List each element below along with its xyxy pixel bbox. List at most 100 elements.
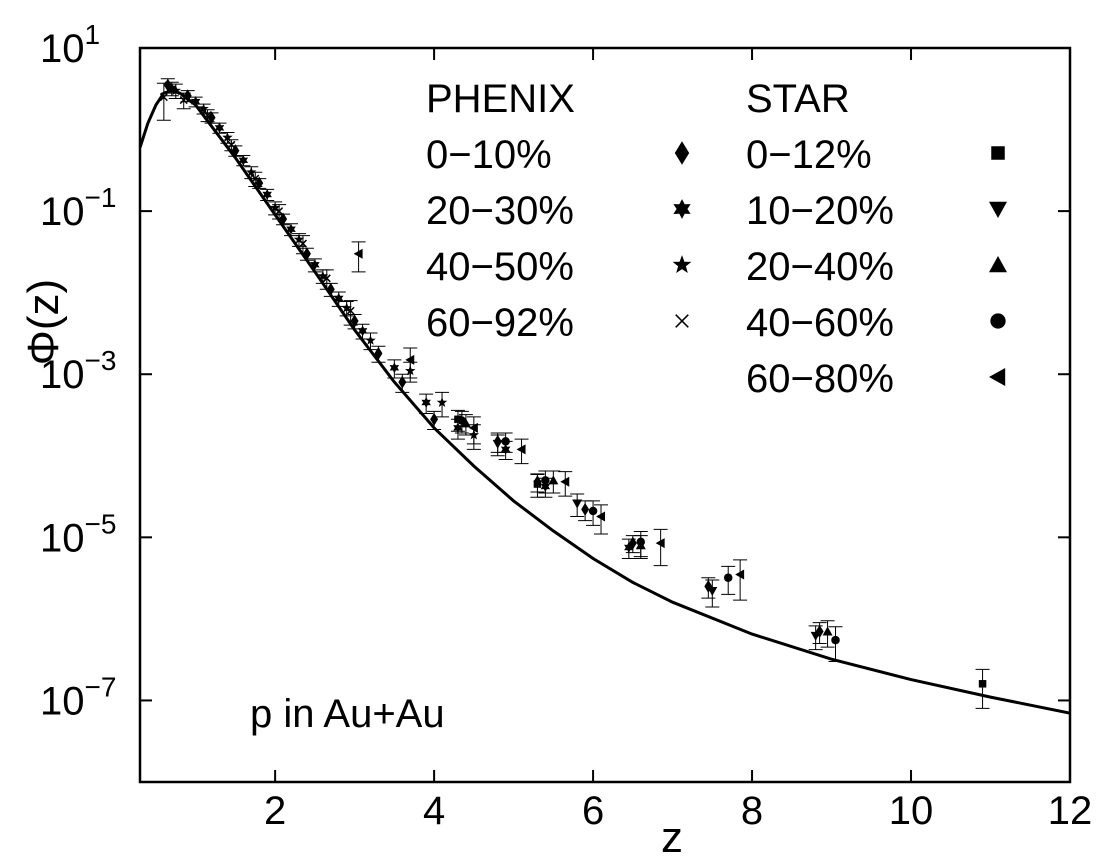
data-point: [398, 375, 407, 389]
legend: PHENIX STAR 0−10% 20−30% 40−50% 60−92% 0−12%…: [426, 77, 1007, 401]
plot-frame: [138, 46, 1072, 784]
data-point: [822, 626, 833, 636]
data-point: [365, 334, 376, 345]
data-point: [430, 412, 439, 426]
data-point: [322, 274, 331, 283]
data-point: [286, 223, 296, 235]
data-point: [246, 166, 257, 177]
data-point: [533, 480, 542, 488]
x-tick-label: 10: [889, 789, 934, 833]
x-tick-label: 8: [741, 789, 763, 833]
series-phenix-cross: [156, 82, 358, 326]
legend-star-marker: [989, 201, 1007, 218]
legend-phenix-label: 20−30%: [426, 189, 574, 233]
data-point: [457, 416, 467, 425]
data-point: [203, 111, 212, 120]
data-point: [978, 680, 987, 688]
y-axis-label-text: Φ(z): [19, 279, 68, 365]
data-point: [167, 82, 177, 94]
data-point: [334, 292, 344, 304]
data-point: [317, 270, 329, 281]
error-bar: [975, 668, 990, 709]
annotation-p-in-auau: p in Au+Au: [250, 692, 445, 736]
data-point: [541, 476, 550, 485]
data-point: [222, 132, 233, 142]
data-point: [298, 239, 307, 248]
legend-star-marker: [990, 313, 1006, 329]
legend-phenix-marker: [673, 199, 691, 219]
legend-star-marker: [991, 146, 1005, 160]
data-point: [262, 189, 272, 200]
data-point: [707, 586, 718, 596]
data-point: [353, 248, 363, 259]
data-point: [516, 444, 526, 455]
legend-star-label: 40−60%: [746, 301, 894, 345]
data-point: [170, 85, 181, 96]
data-point: [596, 511, 606, 522]
y-tick-label: 10−3: [40, 345, 116, 397]
fit-curve: [140, 89, 1070, 715]
data-point: [227, 140, 236, 149]
legend-phenix-marker: [675, 314, 689, 328]
data-point: [198, 103, 209, 114]
legend-phenix-label: 0−10%: [426, 133, 552, 177]
data-point: [581, 502, 590, 516]
series-phenix-star5: [168, 83, 481, 450]
y-tick-label: 10−7: [40, 671, 116, 723]
data-points-layer: [156, 78, 990, 709]
data-point: [588, 506, 598, 516]
data-point: [421, 397, 431, 408]
data-point: [468, 422, 478, 433]
legend-phenix-marker: [674, 141, 690, 165]
error-bar: [156, 82, 171, 121]
y-tick-label: 10−5: [40, 508, 116, 560]
legend-star-marker: [989, 256, 1007, 273]
series-star-square: [450, 409, 990, 709]
legend-phenix-marker: [672, 255, 692, 273]
error-bar: [653, 528, 668, 567]
x-tick-label: 2: [264, 789, 286, 833]
data-point: [436, 397, 448, 407]
data-point: [723, 573, 733, 582]
data-point: [238, 154, 249, 166]
data-point: [269, 202, 281, 213]
data-point: [548, 475, 559, 485]
x-tick-label: 6: [582, 789, 604, 833]
error-bar: [343, 300, 358, 326]
error-bar: [351, 241, 366, 273]
x-tick-label: 4: [423, 789, 445, 833]
axis-ticks: 2 4 6 8 10 12 101 10−1 10−3 10−5 10−7: [40, 19, 1092, 833]
data-point: [572, 499, 583, 509]
data-point: [735, 569, 745, 580]
legend-phenix-label: 60−92%: [426, 301, 574, 345]
series-star-triangle-left: [351, 241, 748, 601]
y-tick-label: 101: [40, 19, 100, 71]
data-point: [159, 93, 168, 102]
data-point: [275, 207, 284, 216]
data-point: [251, 174, 260, 183]
series-star-triangle-down: [490, 434, 823, 651]
y-tick-label: 10−1: [40, 182, 116, 234]
series-star-triangle-up: [458, 414, 835, 648]
data-point: [214, 122, 225, 134]
legend-phenix-label: 40−50%: [426, 245, 574, 289]
data-point: [501, 437, 510, 446]
series-star-circle: [454, 410, 843, 663]
data-point: [293, 233, 305, 244]
data-point: [310, 259, 320, 271]
error-bar: [295, 235, 310, 255]
data-point: [389, 362, 400, 374]
x-tick-label: 12: [1048, 789, 1093, 833]
legend-star-label: 20−40%: [746, 245, 894, 289]
data-point: [624, 542, 634, 553]
legend-phenix-title: PHENIX: [426, 77, 575, 121]
data-point: [179, 96, 188, 105]
error-bar: [403, 347, 418, 379]
data-point: [405, 354, 415, 365]
x-axis-label: z: [661, 813, 683, 862]
fit-curve-layer: [140, 89, 1070, 715]
legend-star-label: 0−12%: [746, 133, 872, 177]
data-point: [341, 302, 352, 313]
legend-star-title: STAR: [746, 77, 850, 121]
legend-star-label: 10−20%: [746, 189, 894, 233]
